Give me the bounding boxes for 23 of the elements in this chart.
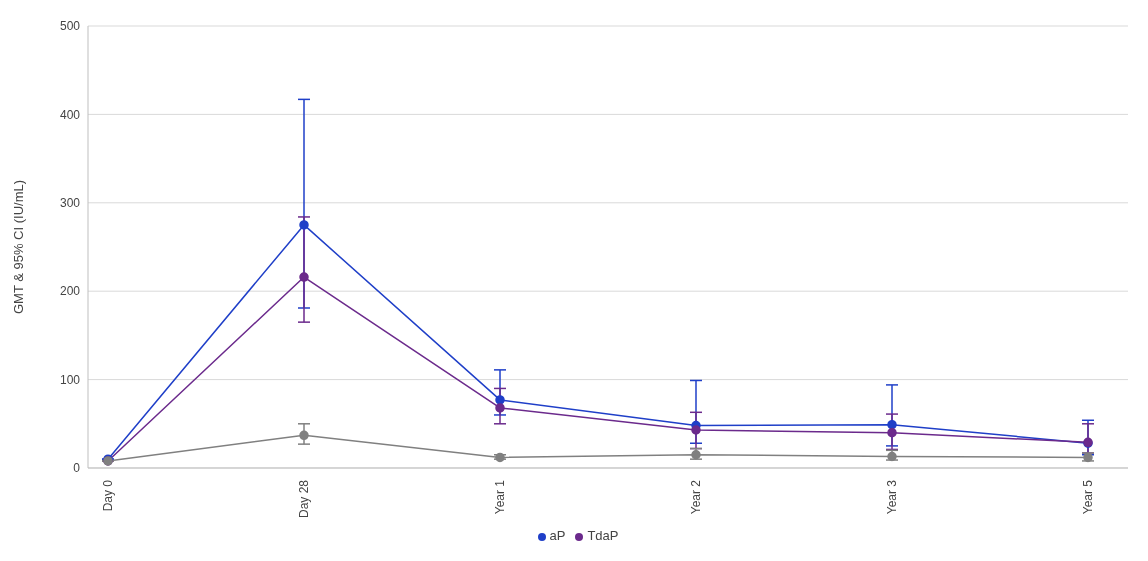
legend-label: aP (549, 528, 566, 543)
point (495, 403, 505, 413)
y-axis-title: GMT & 95% CI (IU/mL) (10, 179, 26, 315)
x-tick-label: Day 28 (297, 479, 311, 519)
point (887, 427, 897, 438)
point (887, 419, 897, 430)
y-tick-label: 0 (73, 461, 81, 476)
point (299, 220, 309, 230)
y-tick-label: 400 (59, 107, 81, 122)
y-tick-label: 300 (59, 196, 81, 211)
y-tick-label: 100 (59, 372, 81, 387)
x-tick-label: Day 0 (101, 479, 115, 512)
x-tick-label: Year 2 (689, 479, 703, 515)
x-tick-label: Year 5 (1081, 479, 1095, 515)
legend-label: TdaP (587, 528, 619, 543)
x-tick-label: Year 3 (885, 479, 899, 515)
x-tick-label: Year 1 (493, 479, 507, 515)
point (299, 272, 309, 282)
point (495, 395, 505, 405)
y-tick-label: 200 (59, 284, 81, 299)
point (691, 425, 701, 435)
y-tick-label: 500 (59, 19, 81, 34)
point (299, 430, 309, 441)
